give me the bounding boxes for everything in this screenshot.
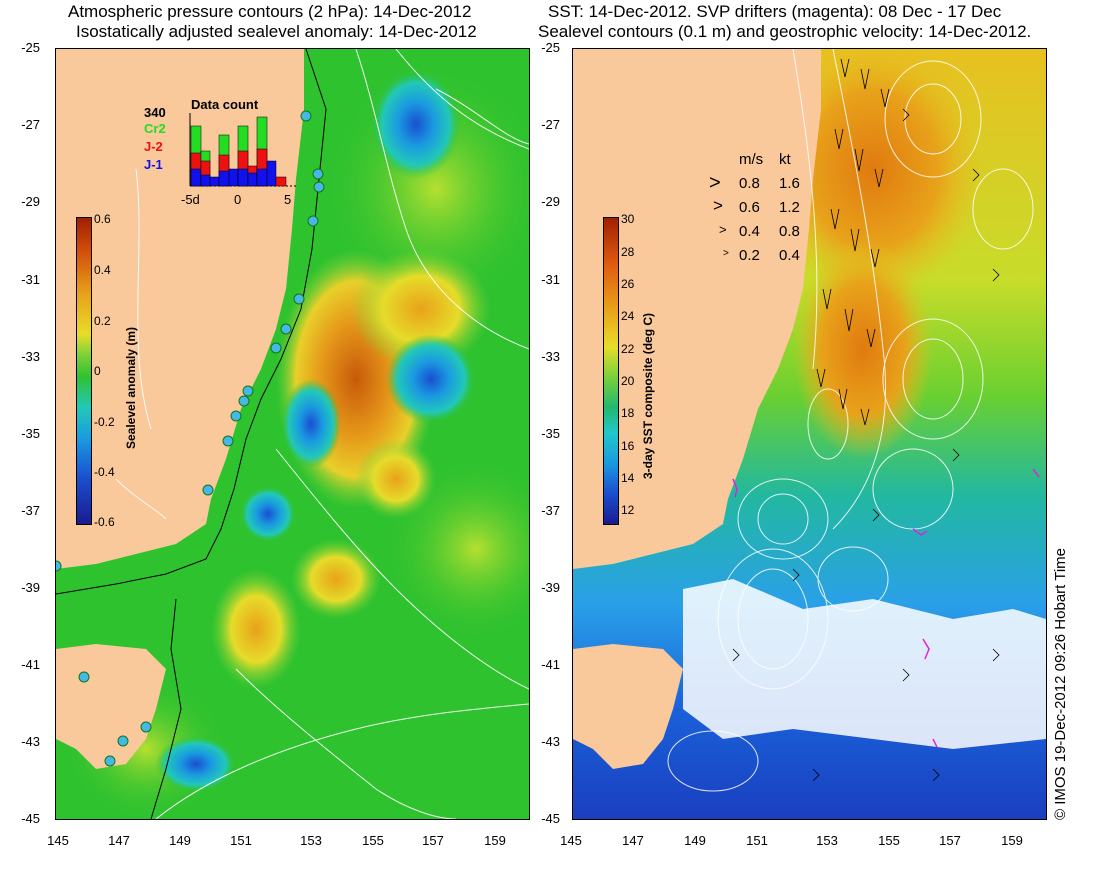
left-ytick: -41 [21,657,40,672]
sealevel-cb-tick-0: 0.6 [94,212,111,226]
inset-legend-cr2: Cr2 [144,121,166,136]
inset-legend-j1: J-1 [144,157,163,172]
right-ytick: -29 [541,194,560,209]
left-title-line2: Isostatically adjusted sealevel anomaly:… [76,22,477,41]
sealevel-anomaly-map: 340 Data count Cr2 J-2 J-1 -5d 0 5 [55,48,530,820]
left-xtick: 147 [108,833,130,848]
inset-legend-j2: J-2 [144,139,163,154]
data-count-inset: 340 Data count Cr2 J-2 J-1 -5d 0 5 [136,97,306,257]
sst-cb-tick-26: 26 [621,277,635,291]
left-ytick: -43 [21,734,40,749]
right-ytick: -37 [541,503,560,518]
right-ytick: -45 [541,811,560,826]
velocity-row-ms: 0.2 [739,247,760,264]
sst-map-graphic [573,49,1046,819]
right-xtick: 151 [746,833,768,848]
velocity-header-kt: kt [779,151,791,168]
left-xtick: 157 [422,833,444,848]
sealevel-cb-tick-6: -0.6 [94,515,115,529]
left-ytick: -25 [21,40,40,55]
sst-cb-tick-22: 22 [621,342,635,356]
right-xtick: 145 [560,833,582,848]
left-xtick: 145 [47,833,69,848]
right-ytick: -35 [541,426,560,441]
right-xtick: 157 [939,833,961,848]
sst-cb-tick-28: 28 [621,245,635,259]
sst-cb-tick-12: 12 [621,503,635,517]
right-xtick: 149 [684,833,706,848]
sst-cb-tick-16: 16 [621,439,635,453]
velocity-legend: m/s kt > 0.8 1.6 > 0.6 1.2 > 0.4 0.8 > 0… [703,151,833,271]
sst-cb-label: 3-day SST composite (deg C) [641,312,655,479]
left-ytick: -37 [21,503,40,518]
right-ytick: -27 [541,117,560,132]
sealevel-cb-tick-3: 0 [94,364,101,378]
velocity-arrow-icon-small: > [723,248,729,259]
left-xtick: 151 [230,833,252,848]
inset-xtick-0: 0 [234,192,242,207]
inset-xtick-5: 5 [284,192,292,207]
left-xtick: 155 [362,833,384,848]
velocity-row-kt: 1.6 [779,175,800,192]
velocity-arrow-icon-large: > [709,172,721,194]
velocity-row-kt: 1.2 [779,199,800,216]
right-ytick: -43 [541,734,560,749]
sst-cb-tick-18: 18 [621,406,635,420]
imos-credit: © IMOS 19-Dec-2012 09:26 Hobart Time [1052,547,1069,820]
sst-colorbar [603,217,619,525]
sst-cb-tick-20: 20 [621,374,635,388]
inset-title: Data count [191,97,259,112]
right-xtick: 147 [622,833,644,848]
right-xtick: 159 [1001,833,1023,848]
right-ytick: -39 [541,580,560,595]
left-ytick: -27 [21,117,40,132]
right-xtick: 155 [878,833,900,848]
sst-cb-tick-24: 24 [621,309,635,323]
velocity-row-kt: 0.4 [779,247,800,264]
left-ytick: -31 [21,272,40,287]
left-title-line1: Atmospheric pressure contours (2 hPa): 1… [68,2,472,21]
velocity-row-ms: 0.4 [739,223,760,240]
velocity-header-ms: m/s [739,151,764,168]
right-ytick: -41 [541,657,560,672]
right-xtick: 153 [816,833,838,848]
sst-map: m/s kt > 0.8 1.6 > 0.6 1.2 > 0.4 0.8 > 0… [572,48,1047,820]
sealevel-cb-tick-4: -0.2 [94,415,115,429]
sealevel-colorbar [76,217,92,525]
sst-cb-tick-30: 30 [621,212,635,226]
sealevel-cb-tick-1: 0.4 [94,263,111,277]
right-title-line2: Sealevel contours (0.1 m) and geostrophi… [538,22,1032,41]
inset-xtick-minus5: -5d [181,192,200,207]
velocity-row-ms: 0.6 [739,199,760,216]
left-xtick: 159 [484,833,506,848]
left-xtick: 153 [300,833,322,848]
left-ytick: -35 [21,426,40,441]
sealevel-cb-tick-2: 0.2 [94,314,111,328]
left-ytick: -45 [21,811,40,826]
inset-max-label: 340 [144,105,166,120]
left-ytick: -33 [21,349,40,364]
sealevel-cb-label: Sealevel anomaly (m) [124,326,138,449]
inset-histogram [189,113,298,187]
right-ytick: -25 [541,40,560,55]
right-ytick: -33 [541,349,560,364]
left-xtick: 149 [169,833,191,848]
sealevel-cb-tick-5: -0.4 [94,465,115,479]
velocity-row-kt: 0.8 [779,223,800,240]
velocity-row-ms: 0.8 [739,175,760,192]
velocity-arrow-icon: > [719,222,727,237]
sealevel-map-graphic [56,49,529,819]
left-ytick: -39 [21,580,40,595]
right-title-line1: SST: 14-Dec-2012. SVP drifters (magenta)… [548,2,1002,21]
right-ytick: -31 [541,272,560,287]
velocity-arrow-icon: > [713,196,723,215]
sst-cb-tick-14: 14 [621,471,635,485]
left-ytick: -29 [21,194,40,209]
